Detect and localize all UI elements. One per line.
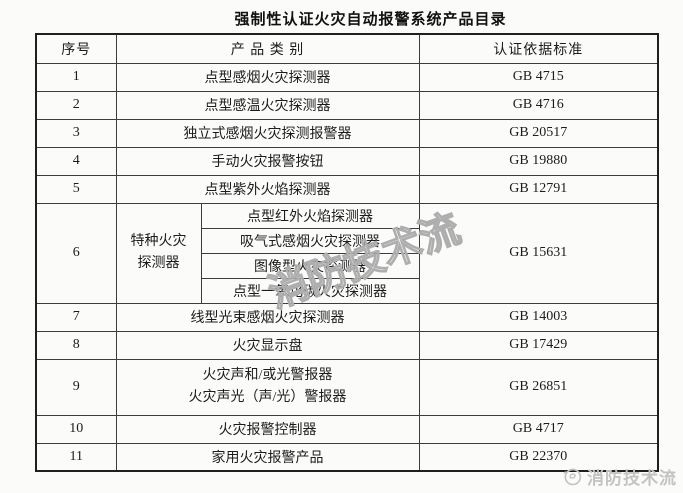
standard-cell: GB 14003 bbox=[418, 302, 659, 332]
product-category-cell: 线型光束感烟火灾探测器 bbox=[115, 302, 420, 332]
product-category-cell: 火灾声和/或光警报器 火灾声光（声/光）警报器 bbox=[115, 358, 420, 416]
table-subrow: 吸气式感烟火灾探测器 bbox=[36, 227, 658, 254]
product-category-cell: 独立式感烟火灾探测报警器 bbox=[115, 118, 420, 148]
row-number-cell: 1 bbox=[35, 62, 117, 92]
row-number-cell: 11 bbox=[35, 442, 117, 472]
header-category: 产 品 类 别 bbox=[115, 33, 420, 64]
sub-item-cell: 图像型火灾探测器 bbox=[200, 252, 420, 279]
table-row: 2 点型感温火灾探测器 GB 4716 bbox=[35, 90, 659, 120]
standard-cell: GB 15631 bbox=[418, 202, 659, 304]
table-row: 4 手动火灾报警按钮 GB 19880 bbox=[35, 146, 659, 176]
product-category-cell: 火灾报警控制器 bbox=[115, 414, 420, 444]
row-number-cell: 2 bbox=[35, 90, 117, 120]
standard-cell: GB 4716 bbox=[418, 90, 659, 120]
row-number-cell: 9 bbox=[35, 358, 117, 416]
product-category-cell: 点型感烟火灾探测器 bbox=[115, 62, 420, 92]
standard-cell: GB 12791 bbox=[418, 174, 659, 204]
product-category-cell: 点型紫外火焰探测器 bbox=[115, 174, 420, 204]
product-category-group-cell: 特种火灾 探测器 bbox=[115, 202, 202, 304]
page-title: 强制性认证火灾自动报警系统产品目录 bbox=[234, 12, 507, 28]
product-category-cell: 点型感温火灾探测器 bbox=[115, 90, 420, 120]
table-header-row: 序号 产 品 类 别 认证依据标准 bbox=[35, 33, 659, 64]
table-row: 10 火灾报警控制器 GB 4717 bbox=[35, 414, 659, 444]
table-row: 1 点型感烟火灾探测器 GB 4715 bbox=[35, 62, 659, 92]
standard-cell: GB 26851 bbox=[418, 358, 659, 416]
row-number-cell: 8 bbox=[35, 330, 117, 360]
sub-item-cell: 吸气式感烟火灾探测器 bbox=[200, 227, 420, 254]
table-row: 11 家用火灾报警产品 GB 22370 bbox=[35, 442, 659, 472]
corner-watermark: 消防技术流 bbox=[562, 464, 677, 489]
row-number-cell: 6 bbox=[35, 202, 117, 304]
product-category-cell: 火灾显示盘 bbox=[115, 330, 420, 360]
category-line2: 火灾声光（声/光）警报器 bbox=[188, 390, 347, 405]
product-category-cell: 家用火灾报警产品 bbox=[115, 442, 420, 472]
row-number-cell: 3 bbox=[35, 118, 117, 148]
category-group-line2: 探测器 bbox=[137, 256, 180, 271]
category-line1: 火灾声和/或光警报器 bbox=[202, 368, 333, 384]
standard-cell: GB 22370 bbox=[418, 442, 659, 472]
sub-item-cell: 点型红外火焰探测器 bbox=[200, 202, 420, 229]
watermark-logo-icon bbox=[563, 468, 582, 485]
standard-cell: GB 20517 bbox=[418, 118, 659, 148]
table-row-alarm-devices: 9 火灾声和/或光警报器 火灾声光（声/光）警报器 GB 26851 bbox=[35, 358, 659, 416]
table-row: 3 独立式感烟火灾探测报警器 GB 20517 bbox=[35, 118, 659, 148]
product-category-cell: 手动火灾报警按钮 bbox=[115, 146, 420, 176]
table-subrow: 图像型火灾探测器 bbox=[36, 252, 658, 279]
corner-watermark-text: 消防技术流 bbox=[587, 469, 677, 488]
table-row: 5 点型紫外火焰探测器 GB 12791 bbox=[35, 174, 659, 204]
standard-cell: GB 17429 bbox=[418, 330, 659, 360]
row-number-cell: 5 bbox=[35, 174, 117, 204]
row-number-cell: 10 bbox=[35, 414, 117, 444]
header-no: 序号 bbox=[35, 33, 117, 64]
category-group-line1: 特种火灾 bbox=[130, 234, 187, 250]
standard-cell: GB 4717 bbox=[418, 414, 659, 444]
table-row: 8 火灾显示盘 GB 17429 bbox=[35, 330, 659, 360]
standard-cell: GB 19880 bbox=[418, 146, 659, 176]
table-row: 7 线型光束感烟火灾探测器 GB 14003 bbox=[35, 302, 659, 332]
standard-cell: GB 4715 bbox=[418, 62, 659, 92]
table-row-special-detectors: 6 特种火灾 探测器 点型红外火焰探测器 GB 15631 bbox=[35, 202, 659, 304]
row-number-cell: 7 bbox=[35, 302, 117, 332]
row-number-cell: 4 bbox=[35, 146, 117, 176]
sub-item-cell: 点型一氧化碳火灾探测器 bbox=[200, 277, 420, 304]
header-standard: 认证依据标准 bbox=[418, 33, 659, 64]
product-catalog-table: 序号 产 品 类 别 认证依据标准 1 点型感烟火灾探测器 GB 4715 2 … bbox=[35, 33, 659, 472]
